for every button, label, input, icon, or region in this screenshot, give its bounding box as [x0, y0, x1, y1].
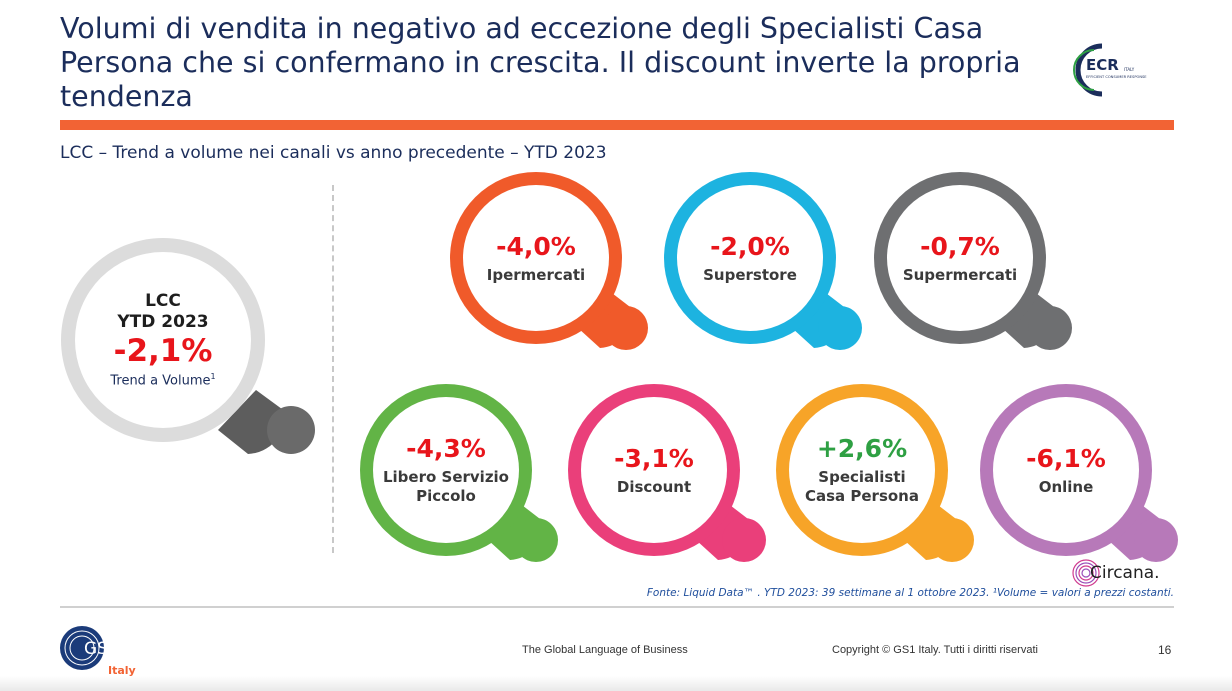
channel-value: -6,1% — [1026, 443, 1106, 473]
channel-label: Libero Servizio Piccolo — [382, 468, 509, 505]
source-note: Fonte: Liquid Data™ . YTD 2023: 39 setti… — [646, 587, 1174, 599]
channel-label: Online — [1038, 477, 1094, 496]
slide-subtitle: LCC – Trend a volume nei canali vs anno … — [60, 143, 607, 163]
channel-label: Specialisti Casa Persona — [804, 468, 919, 505]
channel-label: Ipermercati — [486, 265, 586, 284]
circana-logo — [1072, 557, 1176, 589]
svg-text:EFFICIENT CONSUMER RESPONSE: EFFICIENT CONSUMER RESPONSE — [1086, 75, 1147, 79]
magnifier-icon — [776, 384, 974, 562]
gs1-logo: GS1 Italy — [58, 624, 138, 677]
magnifier-icon — [450, 172, 648, 350]
ecr-logo: ECR ITALY EFFICIENT CONSUMER RESPONSE — [1072, 40, 1164, 100]
magnifier-icon — [360, 384, 558, 562]
lcc-label: LCC — [145, 290, 181, 311]
svg-text:GS1: GS1 — [84, 639, 119, 659]
magnifier-icon — [568, 384, 766, 562]
slide-title: Volumi di vendita in negativo ad eccezio… — [60, 12, 1021, 113]
lcc-period: YTD 2023 — [117, 311, 209, 332]
channel-value: -0,7% — [920, 231, 1000, 261]
magnifier-icon — [664, 172, 862, 350]
svg-text:ECR: ECR — [1086, 56, 1119, 74]
page-number: 16 — [1158, 643, 1172, 657]
title-accent-bar — [60, 120, 1174, 130]
channel-value: -2,0% — [710, 231, 790, 261]
dashed-divider — [332, 185, 334, 553]
channel-value: -4,0% — [496, 231, 576, 261]
lcc-trend-label: Trend a Volume1 — [110, 371, 216, 389]
svg-text:Italy: Italy — [108, 664, 136, 676]
footer-copyright: Copyright © GS1 Italy. Tutti i diritti r… — [832, 644, 1038, 656]
magnifier-icon — [874, 172, 1072, 350]
footer-rule — [60, 606, 1174, 608]
magnifier-icon — [980, 384, 1178, 562]
channel-value: -3,1% — [614, 443, 694, 473]
bottom-shade — [0, 676, 1232, 691]
lcc-magnifier-icon — [61, 238, 315, 454]
footer-tagline: The Global Language of Business — [522, 644, 688, 656]
lcc-value: -2,1% — [113, 332, 213, 369]
channel-label: Discount — [616, 477, 692, 496]
channel-value: +2,6% — [816, 434, 908, 463]
svg-text:ITALY: ITALY — [1124, 67, 1135, 72]
circana-wordmark: Circana. — [1090, 563, 1160, 583]
channel-value: -4,3% — [406, 434, 486, 463]
channel-label: Superstore — [703, 265, 797, 284]
channel-label: Supermercati — [902, 265, 1018, 284]
